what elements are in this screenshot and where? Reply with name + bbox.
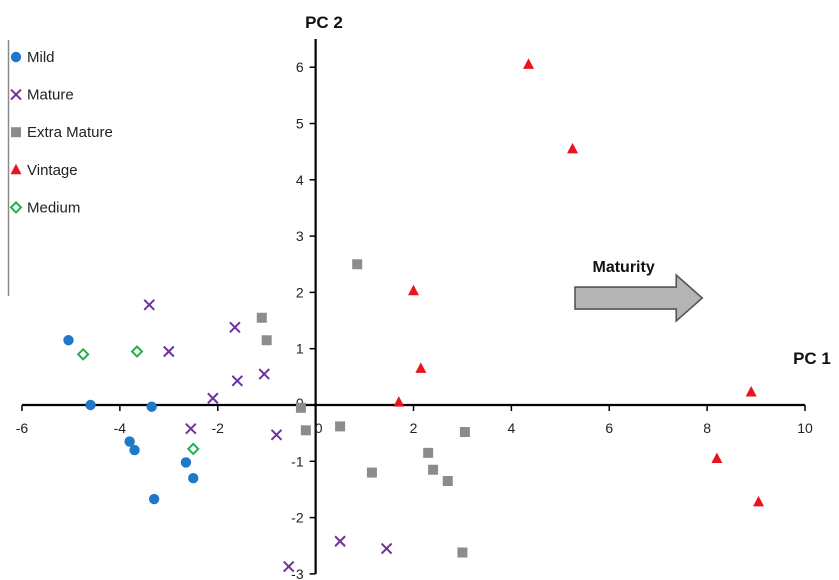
medium-point	[186, 442, 200, 456]
mature-point	[229, 321, 241, 334]
x-tick-label: -4	[114, 420, 127, 436]
legend-label-mild: Mild	[27, 49, 55, 66]
y-tick-label: 4	[296, 172, 304, 188]
extra-mature-point	[261, 335, 272, 346]
vintage-point	[408, 284, 419, 296]
vintage-point	[415, 362, 427, 373]
legend-label-vintage: Vintage	[27, 162, 78, 179]
extra-mature-point	[442, 476, 453, 487]
vintage-point	[393, 396, 405, 407]
x-tick-label: 4	[507, 420, 515, 436]
extra-mature-point	[256, 312, 267, 323]
mild-point	[124, 436, 135, 447]
legend-marker-mild	[10, 51, 22, 63]
extra-mature-point	[335, 421, 346, 432]
maturity-annotation: Maturity	[574, 259, 704, 323]
mild-point	[63, 335, 74, 346]
mild-point	[180, 457, 192, 468]
y-tick-label: -3	[291, 566, 304, 580]
y-axis-title: PC 2	[305, 13, 343, 32]
extra-mature-point	[300, 425, 311, 436]
extra-mature-point	[457, 547, 468, 558]
y-tick-label: 2	[296, 284, 304, 300]
y-tick-label: 5	[296, 116, 304, 132]
x-tick-label: 6	[605, 420, 613, 436]
mature-point	[334, 535, 346, 547]
y-tick-label: -2	[291, 510, 304, 526]
mild-point	[148, 493, 160, 505]
x-axis-title: PC 1	[793, 349, 831, 368]
legend-marker-vintage	[10, 163, 22, 175]
mild-point	[85, 399, 96, 411]
legend-label-medium: Medium	[27, 199, 80, 216]
x-tick-label: -2	[212, 420, 225, 436]
extra-mature-point	[423, 447, 434, 458]
y-tick-label: 6	[296, 59, 304, 75]
legend: Mild Mature Extra Mature Vintage Medium	[7, 40, 113, 296]
extra-mature-point	[352, 259, 363, 270]
mature-point	[163, 345, 175, 358]
legend-marker-medium	[9, 200, 23, 214]
maturity-label: Maturity	[592, 259, 654, 276]
vintage-point	[745, 386, 757, 397]
vintage-point	[567, 142, 579, 154]
maturity-arrow	[574, 273, 704, 323]
medium-point	[130, 345, 144, 358]
x-tick-label: 0	[315, 420, 323, 436]
legend-marker-extra-mature	[11, 127, 21, 138]
legend-label-mature: Mature	[27, 87, 74, 104]
vintage-point	[523, 58, 535, 69]
medium-point	[76, 347, 90, 361]
legend-marker-mature	[10, 88, 22, 101]
mature-point	[185, 422, 197, 435]
mature-point	[283, 560, 295, 573]
extra-mature-point	[459, 427, 470, 438]
x-tick-label: 10	[797, 420, 813, 436]
mature-point	[207, 392, 219, 404]
mature-point	[231, 375, 244, 387]
data-points	[63, 58, 765, 573]
mature-point	[380, 542, 393, 555]
y-tick-label: 3	[296, 228, 304, 244]
mild-point	[129, 444, 140, 456]
extra-mature-point	[428, 464, 439, 475]
x-tick-label: 8	[703, 420, 711, 436]
extra-mature-point	[366, 467, 377, 478]
legend-label-extra-mature: Extra Mature	[27, 124, 113, 141]
mild-point	[146, 401, 157, 412]
x-tick-label: -6	[16, 420, 29, 436]
extra-mature-point	[295, 402, 306, 413]
vintage-point	[753, 495, 765, 507]
mature-point	[270, 429, 283, 441]
mild-point	[188, 472, 199, 484]
vintage-point	[711, 452, 723, 463]
y-tick-label: -1	[291, 453, 304, 469]
y-tick-label: 1	[296, 341, 304, 357]
mature-point	[258, 368, 270, 380]
x-tick-label: 2	[410, 420, 418, 436]
mature-point	[143, 299, 155, 311]
